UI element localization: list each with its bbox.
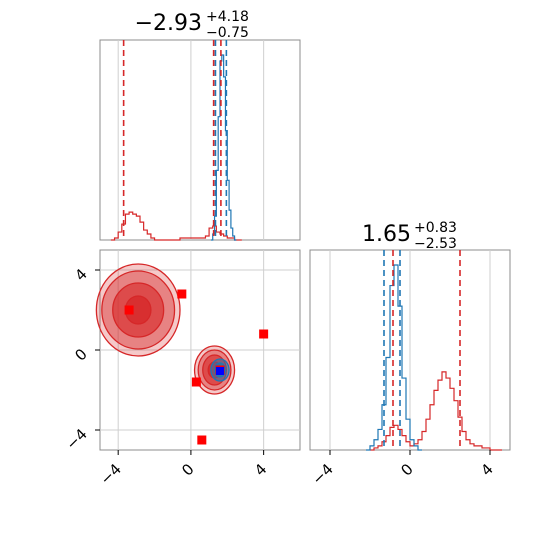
xtick-label-bl-1: 0 [178, 460, 197, 479]
title-upper-param1: +4.18 [206, 9, 249, 25]
marker-red-0 [124, 305, 134, 315]
histogram-series-br-0 [370, 371, 502, 451]
histogram-series-tl-1 [210, 54, 237, 241]
ytick-label-bl-0: −4 [62, 425, 90, 453]
title-lower-param1: −0.75 [206, 25, 249, 41]
histogram-series-tl-0 [110, 211, 242, 241]
grid-top-left [117, 40, 265, 240]
title-upper-param2: +0.83 [414, 220, 457, 236]
contour-panel-param1-vs-param2: −4−4 0 0 4 4 [62, 249, 301, 488]
xtick-label-br-2: 4 [477, 460, 496, 479]
ytick-label-bl-2: 4 [71, 265, 90, 284]
title-value-param2: 1.65 [362, 222, 411, 247]
panel-frame-top-left [99, 39, 301, 241]
histograms-bottom-right [366, 264, 502, 451]
xtick-label-bl-2: 4 [251, 460, 270, 479]
title-lower-param2: −2.53 [414, 236, 457, 252]
markers-bottom-left [124, 289, 269, 445]
histograms-top-left [110, 54, 242, 241]
marginal-histogram-param1: −2.93 +4.18 −0.75 [99, 9, 301, 241]
quantile-lines-bottom-right [383, 250, 461, 450]
quantile-lines-top-left [122, 40, 228, 240]
marker-red-3 [191, 377, 201, 387]
grid-bottom-left [100, 250, 300, 450]
xtick-label-br-1: 0 [397, 460, 416, 479]
ytick-label-bl-1: 0 [71, 345, 90, 364]
contours-bottom-left [95, 263, 236, 395]
title-value-param1: −2.93 [135, 11, 202, 36]
marginal-histogram-param2: −4 0 4 1.65 +0.83 −2.53 [308, 220, 511, 488]
marker-red-4 [197, 435, 207, 445]
marker-red-1 [177, 289, 187, 299]
xtick-label-br-0: −4 [308, 460, 336, 488]
histogram-series-br-1 [366, 264, 422, 451]
marker-blue-0 [216, 367, 224, 375]
xtick-label-bl-0: −4 [97, 460, 125, 488]
grid-bottom-right [329, 250, 491, 450]
ticks-bottom-right: −4 0 4 [308, 450, 497, 488]
marker-red-2 [259, 329, 269, 339]
